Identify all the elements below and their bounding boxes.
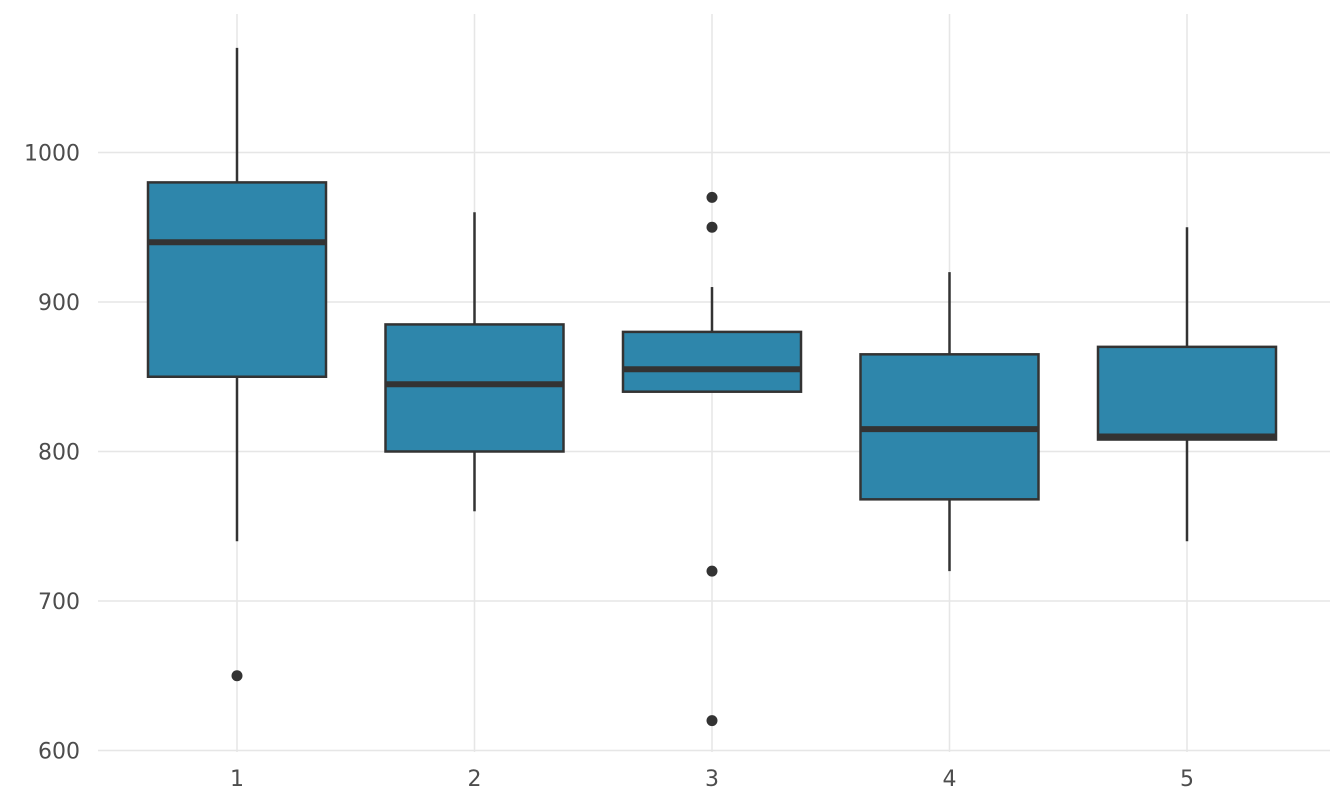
y-tick-label: 800	[38, 441, 80, 466]
box-group-3	[621, 191, 803, 727]
box-group-4	[859, 272, 1040, 572]
box-iqr	[384, 323, 565, 453]
box-group-5	[1096, 227, 1278, 542]
x-tick-label: 4	[943, 767, 957, 792]
outlier-point	[231, 670, 243, 682]
box-group-2	[384, 212, 565, 512]
outlier-point	[706, 221, 718, 233]
y-tick-label: 1000	[24, 142, 80, 167]
y-tick-label: 700	[38, 590, 80, 615]
y-tick-label: 900	[38, 291, 80, 316]
outlier-point	[706, 565, 718, 577]
box-group-1	[146, 47, 328, 682]
box-iqr	[1096, 345, 1278, 441]
x-tick-label: 3	[705, 767, 719, 792]
x-tick-label: 5	[1180, 767, 1194, 792]
y-tick-label: 600	[38, 740, 80, 765]
x-tick-label: 1	[230, 767, 244, 792]
box-iqr	[621, 330, 803, 393]
box-iqr	[146, 181, 328, 378]
box-layer	[146, 47, 1278, 727]
axis-layer: 600 700 800 900 1000 1 2 3 4 5	[24, 142, 1194, 793]
x-tick-label: 2	[468, 767, 482, 792]
outlier-point	[706, 715, 718, 727]
outlier-point	[706, 191, 718, 203]
